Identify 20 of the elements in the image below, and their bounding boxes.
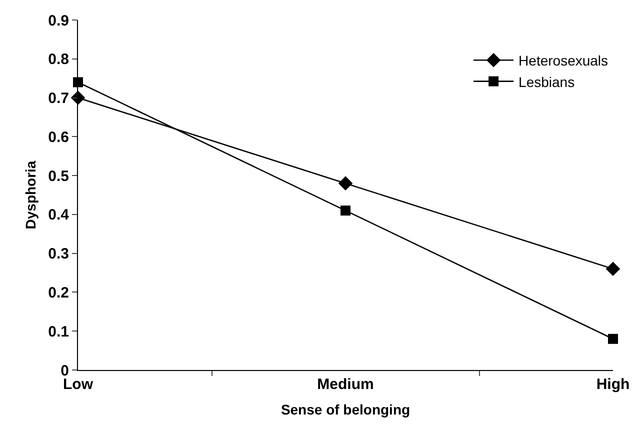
y-axis-title: Dysphoria [22,160,39,230]
y-tick-label: 0.3 [48,246,69,263]
y-tick-label: 0.1 [48,323,69,340]
y-tick-label: 0.4 [48,206,70,224]
x-tick-label: High [596,376,630,393]
legend-label: Heterosexuals [518,52,608,69]
point [608,334,618,344]
y-tick-label: 0.8 [48,51,69,68]
x-tick-label: Medium [317,376,374,393]
y-tick-label: 0.7 [48,90,69,108]
y-tick-label: 0.9 [48,12,69,30]
y-tick-label: 0.6 [48,128,69,146]
y-tick-label: 0.2 [48,284,69,302]
x-axis-title: Sense of belonging [280,401,410,418]
point [340,206,350,216]
point [606,262,620,276]
point [73,77,83,88]
legend-label: Lesbians [518,74,575,90]
point [338,176,353,190]
y-tick-label: 0.5 [48,168,69,185]
